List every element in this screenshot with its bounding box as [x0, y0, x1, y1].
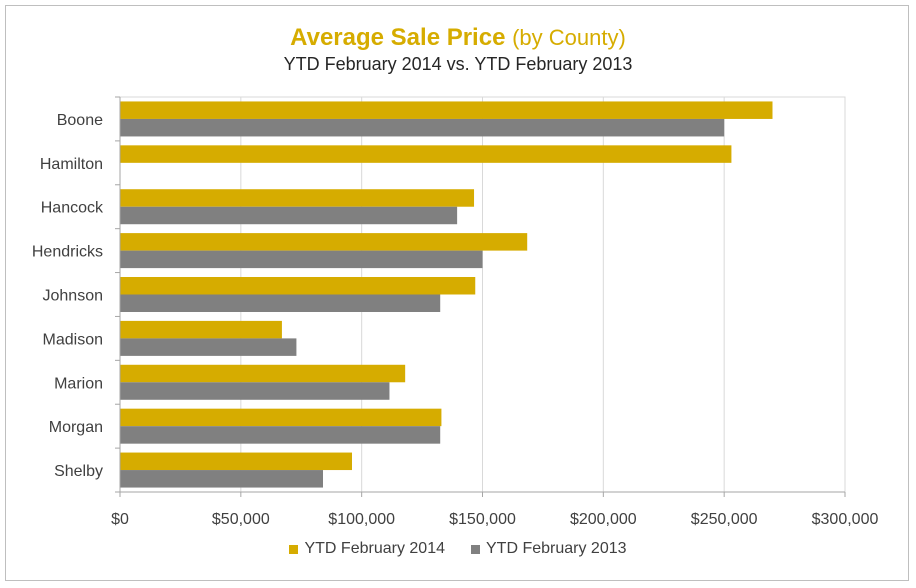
legend-label-2013: YTD February 2013: [486, 540, 627, 557]
legend-swatch-2014: [289, 544, 299, 554]
x-tick-label: $200,000: [570, 511, 637, 528]
bar-johnson-2014: [120, 277, 476, 295]
category-label: Hendricks: [32, 244, 103, 261]
bar-shelby-2014: [120, 452, 352, 471]
legend-item-2013: YTD February 2013: [471, 540, 627, 558]
bar-madison-2013: [120, 338, 297, 356]
bar-hancock-2014: [120, 189, 475, 207]
chart-title-suffix: (by County): [512, 25, 626, 50]
legend: YTD February 2014 YTD February 2013: [0, 540, 916, 558]
category-label: Marion: [54, 375, 103, 392]
category-label: Johnson: [43, 288, 104, 305]
bar-boone-2014: [120, 101, 773, 119]
bar-hancock-2013: [120, 206, 458, 225]
category-label: Hamilton: [40, 156, 103, 173]
category-label: Hancock: [41, 200, 104, 217]
chart-title-main: Average Sale Price: [290, 24, 506, 51]
bar-hendricks-2013: [120, 250, 483, 269]
legend-label-2014: YTD February 2014: [304, 540, 445, 557]
bar-boone-2013: [120, 118, 725, 137]
chart-title: Average Sale Price (by County): [0, 24, 916, 52]
category-label: Madison: [43, 331, 103, 348]
x-tick-label: $150,000: [449, 511, 516, 528]
bar-hendricks-2014: [120, 233, 528, 251]
x-tick-label: $250,000: [691, 511, 758, 528]
bar-marion-2013: [120, 382, 390, 400]
x-tick-label: $0: [111, 511, 129, 528]
legend-item-2014: YTD February 2014: [289, 540, 445, 558]
legend-swatch-2013: [471, 544, 480, 554]
category-label: Morgan: [49, 419, 103, 436]
category-label: Boone: [57, 112, 103, 129]
bar-madison-2014: [120, 320, 282, 339]
bar-johnson-2013: [120, 294, 441, 312]
bar-morgan-2014: [120, 408, 442, 427]
x-tick-label: $300,000: [812, 511, 879, 528]
chart-subtitle: YTD February 2014 vs. YTD February 2013: [283, 54, 633, 74]
bar-marion-2014: [120, 364, 406, 383]
category-label: Shelby: [54, 463, 103, 480]
bar-shelby-2013: [120, 470, 323, 488]
bar-morgan-2013: [120, 426, 441, 444]
bar-hamilton-2014: [120, 145, 732, 163]
x-tick-label: $50,000: [212, 511, 270, 528]
x-tick-label: $100,000: [328, 511, 395, 528]
